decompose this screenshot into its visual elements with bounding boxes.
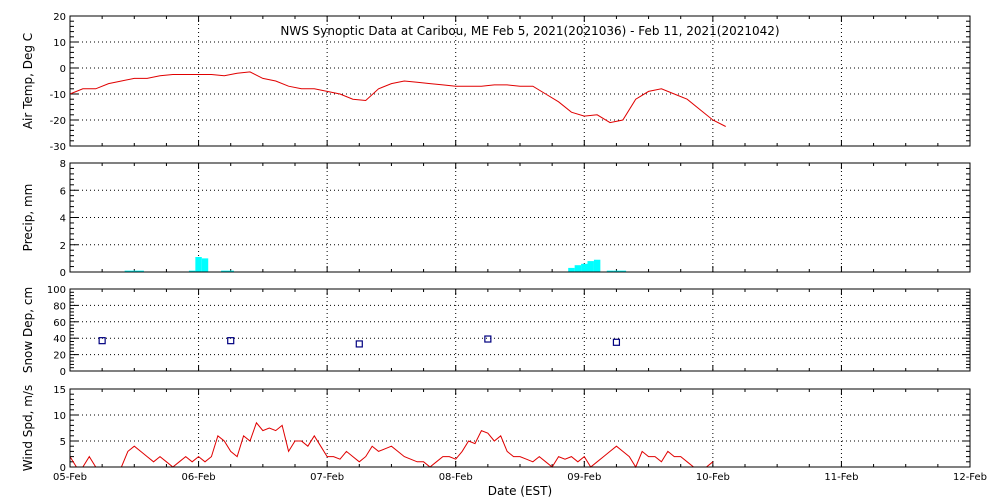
precip-bar	[124, 270, 132, 272]
snow-depth-point	[227, 337, 235, 345]
panel-1-ytick-label: -30	[50, 142, 66, 153]
precip-bar	[613, 270, 620, 272]
panel-3-ylabel: Snow Dep, cm	[21, 287, 35, 373]
panel-4-ytick-label: 10	[53, 411, 66, 422]
precip-bar	[131, 270, 138, 272]
panel-1-ylabel: Air Temp, Deg C	[21, 33, 35, 129]
precip-bar	[606, 270, 614, 272]
panel-3-ytick-label: 40	[53, 334, 66, 345]
snow-depth-point	[355, 340, 363, 348]
panel-3-ytick-label: 60	[53, 318, 66, 329]
precip-bar	[137, 270, 144, 272]
precip-bar	[587, 261, 594, 272]
panel-1-ytick-label: 0	[60, 64, 66, 75]
snow-depth-point	[484, 335, 492, 343]
panel-3-ytick-label: 80	[53, 301, 66, 312]
precip-bar	[188, 270, 196, 272]
panel-1-ytick-label: 20	[53, 12, 66, 23]
panel-3-ytick-label: 20	[53, 351, 66, 362]
panel-4-frame	[69, 388, 971, 468]
panel-3-frame	[69, 288, 971, 372]
panel-1-ytick-label: 10	[53, 38, 66, 49]
panel-2-ylabel: Precip, mm	[21, 184, 35, 252]
panel-1-ytick-label: -20	[50, 116, 66, 127]
chart-title: NWS Synoptic Data at Caribou, ME Feb 5, …	[280, 24, 779, 38]
x-tick-label: 12-Feb	[953, 472, 987, 483]
panel-4-ytick-label: 5	[60, 437, 66, 448]
precip-bar	[619, 270, 627, 272]
panel-2-frame	[69, 162, 971, 273]
precip-bar	[195, 257, 202, 272]
x-axis-label: Date (EST)	[488, 484, 552, 498]
panel-3-ytick-label: 100	[47, 285, 66, 296]
panel-1-series-line	[69, 71, 726, 127]
precip-bar	[221, 270, 228, 272]
x-tick-label: 10-Feb	[696, 472, 730, 483]
panel-2-ytick-label: 6	[60, 186, 66, 197]
panel-4-series-line	[69, 421, 714, 469]
precip-bar	[581, 263, 588, 272]
precip-bar	[568, 267, 575, 272]
x-tick-label: 05-Feb	[53, 472, 87, 483]
snow-depth-point	[612, 338, 621, 346]
x-tick-label: 08-Feb	[439, 472, 473, 483]
precip-bar	[593, 259, 601, 272]
precip-bar	[227, 270, 234, 272]
panel-4-ylabel: Wind Spd, m/s	[21, 385, 35, 471]
panel-4-ytick-label: 15	[53, 385, 66, 396]
x-tick-label: 07-Feb	[310, 472, 344, 483]
panel-1-frame	[69, 15, 971, 147]
panel-2-ytick-label: 0	[60, 268, 66, 279]
snow-depth-point	[98, 337, 106, 345]
precip-bar	[201, 258, 209, 272]
precip-bar	[574, 265, 582, 272]
panel-2-ytick-label: 2	[60, 241, 66, 252]
x-tick-label: 06-Feb	[182, 472, 216, 483]
panel-3-ytick-label: 0	[60, 367, 66, 378]
panel-2-ytick-label: 4	[60, 214, 66, 225]
panel-1-ytick-label: -10	[50, 90, 66, 101]
x-tick-label: 09-Feb	[567, 472, 601, 483]
panel-4-ytick-label: 0	[60, 463, 66, 474]
panel-2-ytick-label: 8	[60, 159, 66, 170]
x-tick-label: 11-Feb	[824, 472, 858, 483]
